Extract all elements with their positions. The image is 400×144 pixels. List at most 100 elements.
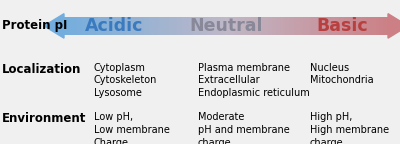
Bar (88, 17, 89, 35)
Bar (367, 17, 368, 35)
Bar (259, 17, 260, 35)
Bar (271, 17, 272, 35)
Bar (92, 17, 93, 35)
Bar (341, 17, 342, 35)
Bar (378, 17, 379, 35)
Bar (285, 17, 286, 35)
Bar (166, 17, 167, 35)
Text: Low pH,
Low membrane
Charge: Low pH, Low membrane Charge (94, 112, 170, 144)
Bar (299, 17, 300, 35)
Bar (380, 17, 381, 35)
Text: Cytoplasm
Cytoskeleton
Lysosome: Cytoplasm Cytoskeleton Lysosome (94, 63, 157, 98)
Bar (284, 17, 285, 35)
Bar (277, 17, 278, 35)
Bar (63, 17, 64, 35)
Bar (181, 17, 182, 35)
Bar (128, 17, 129, 35)
Bar (186, 17, 187, 35)
Bar (74, 17, 75, 35)
Bar (269, 17, 270, 35)
Bar (241, 17, 242, 35)
Bar (343, 17, 344, 35)
Bar (374, 17, 375, 35)
Bar (83, 17, 84, 35)
Text: Protein pI: Protein pI (2, 19, 67, 32)
Bar (179, 17, 180, 35)
Bar (141, 17, 142, 35)
Bar (290, 17, 292, 35)
Bar (113, 17, 114, 35)
Bar (84, 17, 85, 35)
Bar (363, 17, 364, 35)
Bar (242, 17, 244, 35)
Bar (94, 17, 95, 35)
Bar (251, 17, 252, 35)
Bar (150, 17, 152, 35)
Bar (65, 17, 66, 35)
Bar (388, 17, 389, 35)
Bar (300, 17, 302, 35)
Bar (190, 17, 191, 35)
Bar (249, 17, 250, 35)
Bar (389, 17, 390, 35)
Bar (194, 17, 195, 35)
Bar (366, 17, 367, 35)
Bar (89, 17, 90, 35)
Bar (109, 17, 110, 35)
Bar (288, 17, 290, 35)
Bar (280, 17, 281, 35)
Bar (203, 17, 204, 35)
Bar (80, 17, 82, 35)
Bar (114, 17, 116, 35)
Bar (216, 17, 217, 35)
Bar (86, 17, 87, 35)
Bar (236, 17, 237, 35)
Bar (265, 17, 266, 35)
Bar (160, 17, 162, 35)
Bar (258, 17, 259, 35)
Bar (116, 17, 117, 35)
Text: Neutral: Neutral (189, 17, 263, 35)
Bar (193, 17, 194, 35)
Bar (212, 17, 213, 35)
Bar (122, 17, 123, 35)
Bar (323, 17, 324, 35)
Bar (188, 17, 189, 35)
Bar (156, 17, 157, 35)
Bar (364, 17, 365, 35)
Bar (268, 17, 269, 35)
Bar (170, 17, 171, 35)
Bar (87, 17, 88, 35)
Bar (155, 17, 156, 35)
Bar (126, 17, 128, 35)
Bar (381, 17, 382, 35)
Bar (286, 17, 287, 35)
Bar (235, 17, 236, 35)
Text: Nucleus
Mitochondria: Nucleus Mitochondria (310, 63, 374, 85)
Bar (237, 17, 238, 35)
Bar (222, 17, 223, 35)
Bar (260, 17, 261, 35)
Bar (142, 17, 143, 35)
Bar (306, 17, 307, 35)
Text: Moderate
pH and membrane
charge: Moderate pH and membrane charge (198, 112, 290, 144)
Bar (195, 17, 196, 35)
Bar (273, 17, 274, 35)
Bar (119, 17, 120, 35)
Bar (90, 17, 92, 35)
Bar (314, 17, 316, 35)
Bar (362, 17, 363, 35)
Bar (70, 17, 71, 35)
Bar (208, 17, 210, 35)
Bar (264, 17, 265, 35)
Bar (85, 17, 86, 35)
Bar (223, 17, 224, 35)
Bar (157, 17, 158, 35)
Bar (340, 17, 341, 35)
Bar (96, 17, 97, 35)
Bar (78, 17, 80, 35)
Bar (355, 17, 356, 35)
Bar (250, 17, 251, 35)
Bar (386, 17, 387, 35)
Bar (132, 17, 133, 35)
